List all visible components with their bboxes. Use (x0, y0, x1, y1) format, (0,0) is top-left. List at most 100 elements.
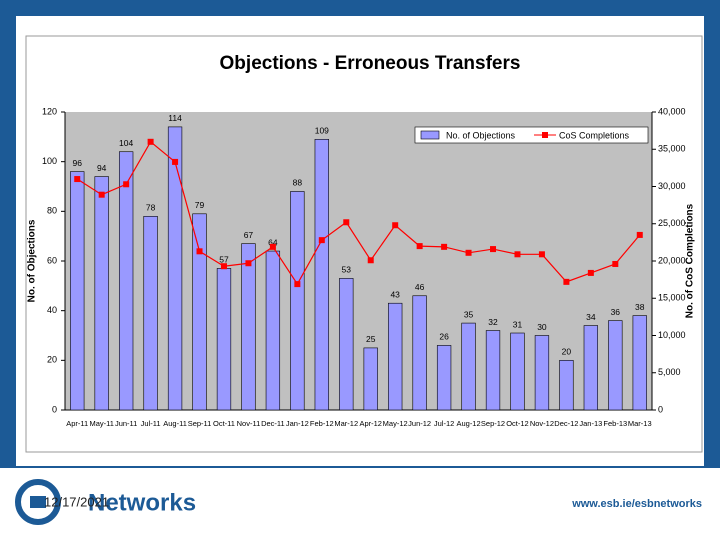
bar (290, 191, 305, 411)
x-tick-label: Mar-12 (334, 419, 358, 428)
line-marker (514, 251, 521, 258)
y2-tick-label: 15,000 (658, 293, 686, 303)
line-marker (538, 251, 545, 258)
bar (241, 243, 256, 411)
slide-url: www.esb.ie/esbnetworks (571, 498, 702, 510)
legend-box (414, 126, 649, 144)
line-marker (196, 248, 203, 255)
line-marker (587, 269, 594, 276)
bar-value-label: 88 (293, 178, 303, 188)
bar (412, 295, 427, 411)
bar-value-label: 25 (366, 334, 376, 344)
x-tick-label: Oct-12 (506, 419, 529, 428)
bar (510, 332, 525, 411)
legend-label: CoS Completions (559, 130, 630, 140)
x-tick-label: Jun-11 (115, 419, 137, 428)
line-marker (123, 181, 130, 188)
y2-tick-label: 40,000 (658, 106, 686, 116)
chart-title: Objections - Erroneous Transfers (220, 53, 521, 74)
bar (216, 268, 232, 411)
line-marker (172, 158, 179, 165)
bar (461, 322, 476, 411)
bar-value-label: 96 (72, 158, 82, 168)
bar-value-label: 109 (315, 126, 329, 136)
bar (167, 126, 183, 411)
line-marker (490, 246, 497, 253)
x-tick-label: Jun-12 (408, 419, 431, 428)
y-tick-label: 40 (47, 305, 57, 315)
bar (70, 171, 85, 411)
bar-value-label: 94 (97, 163, 107, 173)
bar (485, 330, 501, 411)
x-tick-label: Mar-13 (628, 419, 652, 428)
bar-value-label: 114 (168, 113, 182, 123)
bar-value-label: 67 (244, 230, 254, 240)
line-marker (147, 138, 154, 145)
logo-mark (30, 496, 46, 508)
line-marker (367, 257, 374, 264)
bar-value-label: 34 (586, 312, 596, 322)
y2-tick-label: 0 (658, 404, 663, 414)
x-tick-label: Apr-11 (66, 419, 88, 428)
bar-value-label: 43 (390, 289, 400, 299)
x-tick-label: Feb-12 (310, 419, 334, 428)
bar-value-label: 46 (415, 282, 425, 292)
x-tick-label: Apr-12 (359, 419, 382, 428)
line-marker (612, 260, 619, 267)
bar-value-label: 31 (513, 319, 523, 329)
y2-axis-title: No. of CoS Completions (685, 203, 696, 318)
logo-text: Networks (88, 489, 196, 516)
y-tick-label: 80 (47, 206, 57, 216)
x-tick-label: Dec-11 (261, 419, 285, 428)
bar (265, 250, 281, 411)
line-marker (318, 237, 325, 244)
bar-value-label: 104 (119, 138, 133, 148)
y2-tick-label: 10,000 (658, 330, 686, 340)
x-tick-label: Aug-11 (163, 419, 187, 428)
y2-tick-label: 30,000 (658, 181, 686, 191)
line-marker (636, 231, 643, 238)
line-marker (245, 260, 252, 267)
y-tick-label: 0 (52, 404, 57, 414)
legend-swatch (420, 130, 440, 140)
bar (608, 320, 623, 411)
y2-tick-label: 20,000 (658, 255, 686, 265)
line-marker (74, 176, 81, 183)
x-tick-label: Sep-12 (481, 419, 505, 428)
line-series (76, 140, 641, 286)
line-marker (441, 243, 448, 250)
line-marker (416, 243, 423, 250)
bar-value-label: 38 (635, 302, 645, 312)
bar (559, 360, 574, 411)
bar-value-label: 64 (268, 237, 278, 247)
x-tick-label: Nov-12 (530, 419, 554, 428)
y-tick-label: 60 (47, 255, 57, 265)
bar (534, 335, 550, 411)
legend-swatch (542, 132, 548, 138)
bar (94, 176, 109, 411)
line-marker (563, 278, 570, 285)
line-marker (294, 281, 301, 288)
x-tick-label: Jul-12 (434, 419, 454, 428)
bar-value-label: 35 (464, 309, 474, 319)
bar (436, 345, 452, 411)
bar (388, 302, 403, 411)
x-tick-label: Oct-11 (213, 419, 235, 428)
bar-value-label: 20 (562, 347, 572, 357)
x-tick-label: Dec-12 (554, 419, 578, 428)
line-marker (220, 263, 227, 270)
y2-tick-label: 35,000 (658, 144, 686, 154)
bar (118, 151, 134, 411)
x-tick-label: Feb-13 (603, 419, 627, 428)
line-marker (465, 249, 472, 256)
x-tick-label: Jan-13 (579, 419, 602, 428)
bar (363, 347, 378, 411)
y-tick-label: 120 (42, 106, 57, 116)
bar-value-label: 30 (537, 322, 547, 332)
x-tick-label: Jul-11 (141, 419, 161, 428)
bar (314, 139, 329, 411)
bar-value-label: 79 (195, 200, 205, 210)
bar-value-label: 36 (611, 307, 621, 317)
bar-value-label: 53 (342, 265, 352, 275)
